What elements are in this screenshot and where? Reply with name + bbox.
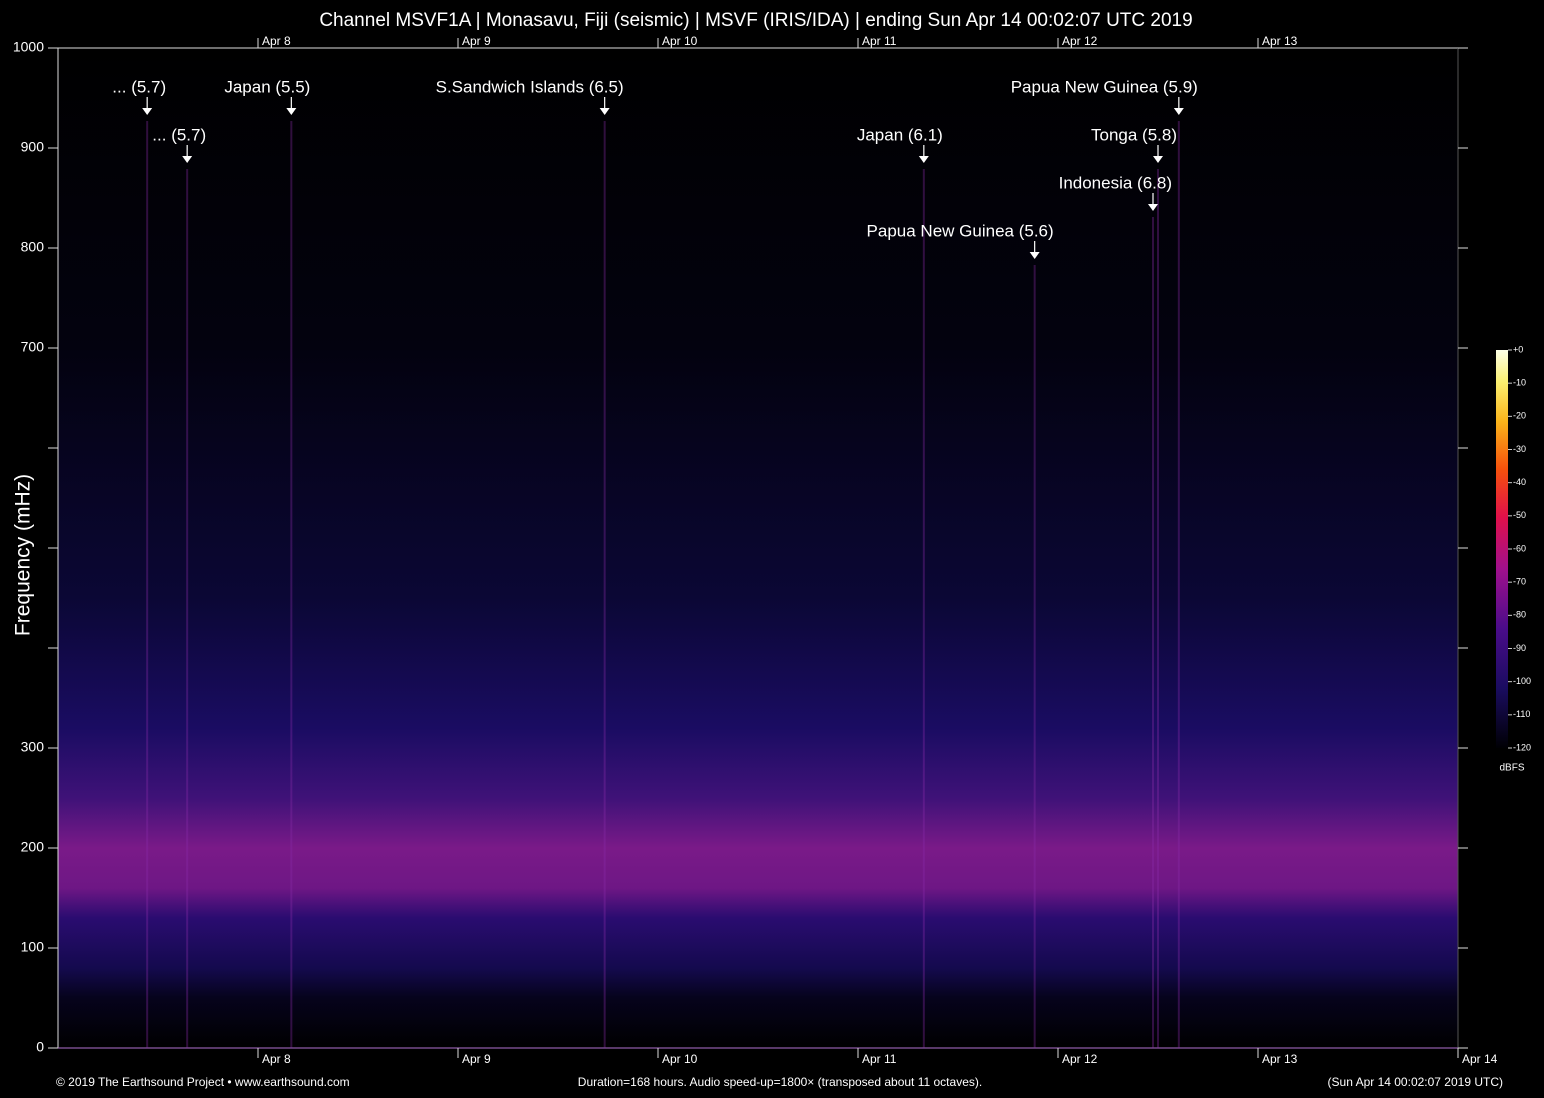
colorbar-tick-label: -60: [1513, 543, 1526, 553]
colorbar: [1496, 350, 1508, 748]
spectrogram: [58, 48, 1458, 1048]
annotation-arrow-head: [142, 108, 153, 115]
annotation-label: Indonesia (6.8): [1059, 173, 1172, 192]
x-tick-label: Apr 14: [1462, 1052, 1498, 1066]
chart-title: Channel MSVF1A | Monasavu, Fiji (seismic…: [319, 10, 1192, 31]
colorbar-tick-label: +0: [1513, 344, 1523, 354]
annotation-label: Japan (6.1): [857, 125, 943, 144]
annotation-arrow-head: [1153, 156, 1163, 163]
annotation-arrow-head: [1148, 204, 1158, 211]
x-tick-label: Apr 12: [1062, 1052, 1098, 1066]
colorbar-tick-label: -20: [1513, 411, 1526, 421]
x-tick-label: Apr 13: [1262, 1052, 1298, 1066]
colorbar-tick-label: -100: [1513, 676, 1531, 686]
annotation-label: Japan (5.5): [224, 77, 310, 96]
x-tick-label-top: Apr 12: [1062, 34, 1098, 48]
x-tick-label-top: Apr 10: [662, 34, 698, 48]
colorbar-tick-label: -70: [1513, 577, 1526, 587]
y-axis-label: Frequency (mHz): [12, 474, 35, 636]
y-tick-label: 1000: [13, 39, 44, 55]
annotation-label: S.Sandwich Islands (6.5): [436, 77, 624, 96]
annotation-arrow-head: [918, 156, 929, 163]
x-tick-label-top: Apr 8: [262, 34, 291, 48]
annotation-label: ... (5.7): [112, 77, 166, 96]
x-tick-label-top: Apr 11: [862, 34, 897, 48]
annotation-arrow-head: [1173, 108, 1184, 115]
annotation-arrow-head: [286, 108, 297, 115]
y-tick-label: 800: [21, 239, 45, 255]
colorbar-label: dBFS: [1499, 763, 1524, 774]
colorbar-tick-label: -120: [1513, 742, 1531, 752]
y-tick-label: 200: [21, 839, 45, 855]
colorbar-tick-label: -110: [1513, 709, 1530, 719]
annotation-label: Tonga (5.8): [1091, 125, 1177, 144]
y-tick-label: 100: [21, 939, 45, 955]
x-tick-label: Apr 8: [262, 1052, 291, 1066]
colorbar-tick-label: -40: [1513, 477, 1526, 487]
annotation-label: Papua New Guinea (5.9): [1011, 77, 1198, 96]
x-tick-label-top: Apr 9: [462, 34, 491, 48]
x-tick-label: Apr 11: [862, 1052, 897, 1066]
y-tick-label: 300: [21, 739, 45, 755]
footer-right: (Sun Apr 14 00:02:07 2019 UTC): [1328, 1075, 1503, 1089]
footer-left: © 2019 The Earthsound Project • www.eart…: [56, 1075, 350, 1089]
y-tick-label: 0: [36, 1039, 44, 1055]
colorbar-tick-label: -30: [1513, 444, 1526, 454]
annotation-label: Papua New Guinea (5.6): [867, 221, 1054, 240]
colorbar-tick-label: -50: [1513, 510, 1526, 520]
x-tick-label: Apr 10: [662, 1052, 698, 1066]
annotation-arrow-head: [1029, 252, 1040, 259]
y-tick-label: 900: [21, 139, 45, 155]
footer-center: Duration=168 hours. Audio speed-up=1800×…: [578, 1075, 982, 1089]
x-tick-label-top: Apr 13: [1262, 34, 1298, 48]
colorbar-tick-label: -10: [1513, 378, 1526, 388]
y-tick-label: 700: [21, 339, 45, 355]
annotation-label: ... (5.7): [152, 125, 206, 144]
annotation-arrow-head: [599, 108, 610, 115]
colorbar-tick-label: -80: [1513, 610, 1526, 620]
annotation-arrow-head: [182, 156, 193, 163]
colorbar-tick-label: -90: [1513, 643, 1526, 653]
x-tick-label: Apr 9: [462, 1052, 491, 1066]
